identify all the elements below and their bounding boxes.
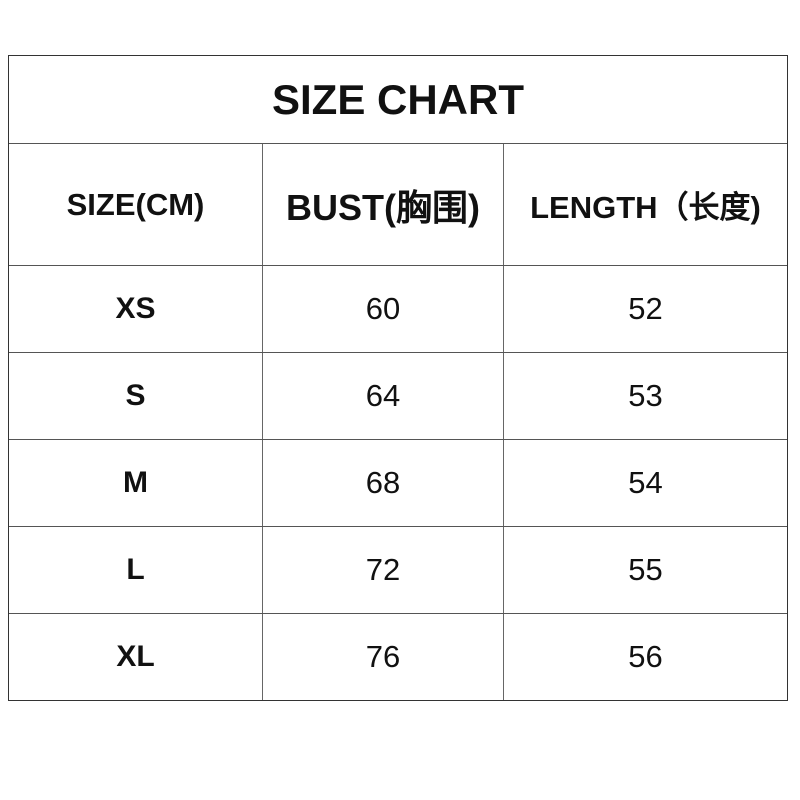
bust-cell: 72 xyxy=(263,527,504,613)
header-size: SIZE(CM) xyxy=(9,144,263,265)
header-length: LENGTH（长度) xyxy=(530,190,761,225)
table-row: S 64 53 xyxy=(9,353,787,440)
table-row: M 68 54 xyxy=(9,440,787,527)
length-cell: 52 xyxy=(628,291,663,326)
table-row: XL 76 56 xyxy=(9,614,787,700)
bust-cell: 60 xyxy=(263,266,504,352)
size-cell: S xyxy=(9,353,263,439)
size-cell: L xyxy=(9,527,263,613)
bust-cell: 64 xyxy=(263,353,504,439)
length-cell: 53 xyxy=(628,378,663,413)
length-cell: 54 xyxy=(628,465,663,500)
bust-cell: 68 xyxy=(263,440,504,526)
table-title: SIZE CHART xyxy=(9,56,787,144)
size-cell: XL xyxy=(9,614,263,700)
size-cell: M xyxy=(9,440,263,526)
length-cell: 55 xyxy=(628,552,663,587)
size-cell: XS xyxy=(9,266,263,352)
bust-cell: 76 xyxy=(263,614,504,700)
header-row: SIZE(CM) BUST(胸围) LENGTH（长度) xyxy=(9,144,787,266)
table-row: XS 60 52 xyxy=(9,266,787,353)
table-row: L 72 55 xyxy=(9,527,787,614)
size-chart-table: SIZE CHART SIZE(CM) BUST(胸围) LENGTH（长度) … xyxy=(8,55,788,701)
length-cell: 56 xyxy=(628,639,663,674)
header-bust: BUST(胸围) xyxy=(263,144,504,265)
